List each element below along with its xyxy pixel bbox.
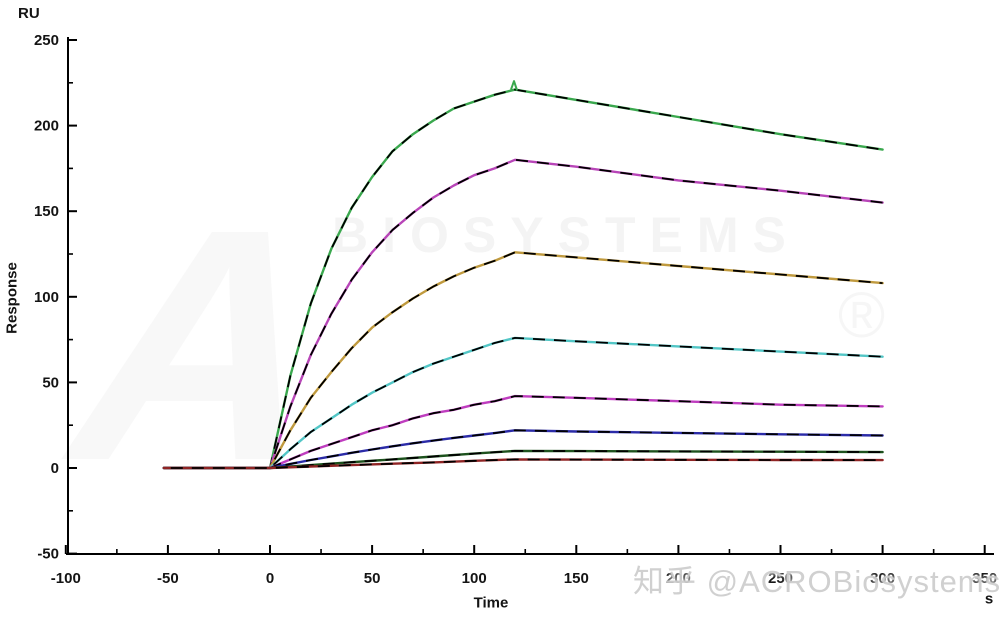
series-curve-1-fit-line	[163, 88, 883, 469]
series-curve-2-fit-line	[163, 158, 883, 469]
series-curve-4-fit-line	[163, 337, 883, 469]
x-tick-label: 150	[564, 570, 589, 587]
x-axis-unit-label: s	[984, 590, 994, 608]
x-tick-label: -50	[157, 570, 179, 587]
x-tick-label: 100	[462, 570, 487, 587]
series-curve-1-data-trace	[162, 88, 884, 470]
x-tick-label: 250	[768, 570, 793, 587]
y-tick-label: 100	[34, 289, 59, 306]
x-tick-label: 50	[364, 570, 381, 587]
x-tick-label: 0	[266, 570, 274, 587]
y-axis-title: Response	[3, 262, 21, 334]
y-axis-unit-label: RU	[18, 5, 40, 22]
y-tick-label: 250	[34, 32, 59, 49]
series-curve-3-data-trace	[162, 251, 884, 470]
series-curve-6-fit-line	[163, 429, 883, 469]
series-curve-4-data-trace	[162, 336, 884, 470]
x-tick-label: 350	[972, 570, 997, 587]
y-tick-label: 200	[34, 118, 59, 135]
y-tick-label: -50	[37, 546, 59, 563]
y-tick-label: 50	[42, 374, 59, 391]
x-axis-title: Time	[473, 594, 509, 612]
x-tick-label: -100	[51, 570, 81, 587]
series-curve-7-fit-line	[163, 450, 883, 469]
y-tick-label: 150	[34, 203, 59, 220]
series-curve-8-fit-line	[163, 458, 883, 469]
series-curve-5-data-trace	[162, 394, 884, 470]
x-tick-label: 300	[870, 570, 895, 587]
series-curve-3-fit-line	[163, 251, 883, 469]
x-tick-label: 200	[666, 570, 691, 587]
y-tick-label: 0	[51, 460, 59, 477]
series-curve-2-data-trace	[162, 158, 884, 470]
series-curve-1-injection-stop-spike	[510, 80, 519, 91]
